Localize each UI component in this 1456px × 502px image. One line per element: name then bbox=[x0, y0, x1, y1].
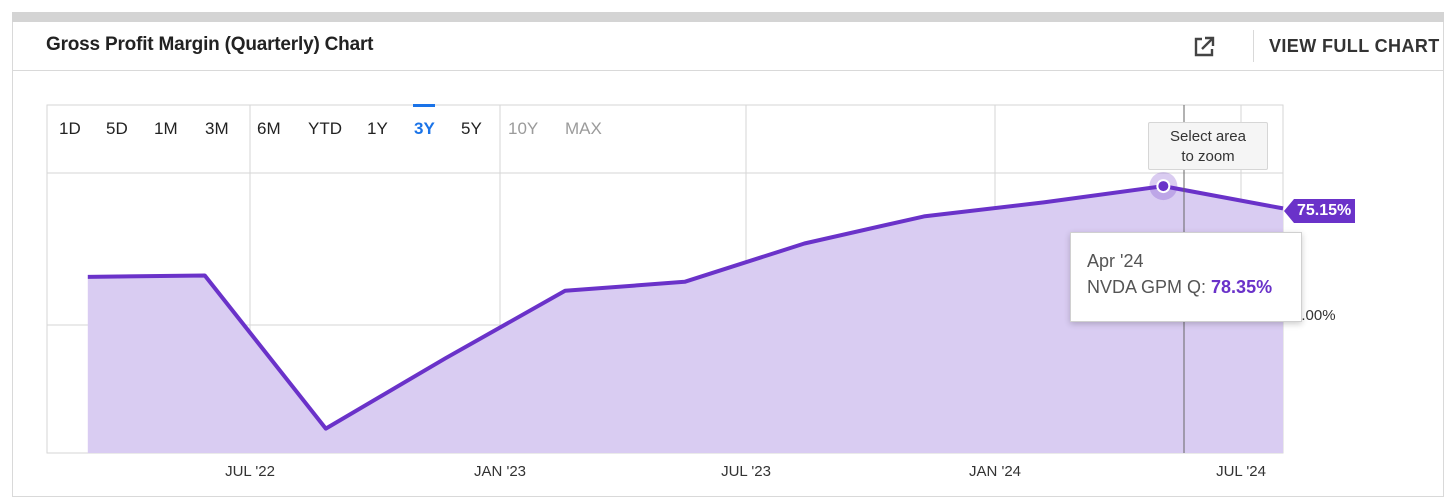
range-selector: 1D 5D 1M 3M 6M YTD 1Y 3Y 5Y 10Y MAX bbox=[47, 104, 687, 171]
range-1d[interactable]: 1D bbox=[59, 119, 81, 138]
x-tick-label: JAN '24 bbox=[968, 463, 1022, 480]
series-area bbox=[87, 186, 1283, 453]
range-5y[interactable]: 5Y bbox=[461, 119, 482, 138]
hover-point bbox=[1156, 179, 1171, 194]
y-axis-label: 0.00% bbox=[1293, 307, 1336, 324]
x-tick-label: JUL '24 bbox=[1216, 463, 1266, 480]
chart-tooltip: Apr '24 NVDA GPM Q: 78.35% bbox=[1070, 232, 1302, 322]
zoom-hint-line-2: to zoom bbox=[1181, 148, 1235, 165]
chart-title: Gross Profit Margin (Quarterly) Chart bbox=[46, 34, 374, 55]
x-tick-label: JUL '22 bbox=[225, 463, 275, 480]
range-6m[interactable]: 6M bbox=[257, 119, 281, 138]
range-3m[interactable]: 3M bbox=[205, 119, 229, 138]
top-bar bbox=[12, 12, 1444, 22]
external-link-icon[interactable] bbox=[1191, 34, 1217, 60]
x-tick-label: JAN '23 bbox=[473, 463, 527, 480]
range-1m[interactable]: 1M bbox=[154, 119, 178, 138]
tooltip-value: 78.35% bbox=[1211, 277, 1273, 297]
card-header: Gross Profit Margin (Quarterly) Chart VI… bbox=[13, 22, 1443, 71]
range-10y: 10Y bbox=[508, 119, 539, 138]
x-tick-label: JUL '23 bbox=[721, 463, 771, 480]
tooltip-date: Apr '24 bbox=[1087, 251, 1144, 271]
range-5d[interactable]: 5D bbox=[106, 119, 128, 138]
tooltip-series-label: NVDA GPM Q: bbox=[1087, 277, 1212, 297]
active-range-indicator bbox=[413, 104, 435, 107]
range-1y[interactable]: 1Y bbox=[367, 119, 388, 138]
range-3y[interactable]: 3Y bbox=[414, 119, 435, 138]
header-divider bbox=[1253, 30, 1254, 62]
tooltip-series-line: NVDA GPM Q: 78.35% bbox=[1087, 273, 1285, 301]
range-ytd[interactable]: YTD bbox=[308, 119, 342, 138]
zoom-hint: Select area to zoom bbox=[1148, 122, 1268, 170]
range-max: MAX bbox=[565, 119, 602, 138]
last-value-badge: 75.15% bbox=[1283, 199, 1356, 223]
view-full-chart-button[interactable]: VIEW FULL CHART bbox=[1269, 36, 1440, 56]
series-line bbox=[87, 184, 1284, 431]
zoom-hint-line-1: Select area bbox=[1170, 128, 1246, 145]
